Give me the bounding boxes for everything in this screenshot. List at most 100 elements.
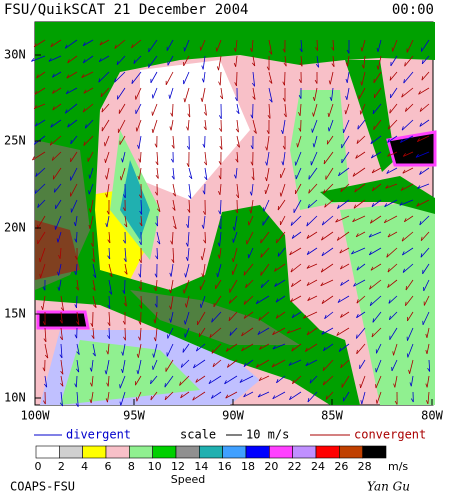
wind-vector [243,391,254,398]
wind-vector-head [312,143,315,148]
wind-vector [108,279,113,295]
wind-vector [385,183,398,189]
wind-vector-head [427,367,431,372]
wind-vector-head [352,172,356,177]
wind-vector [389,71,398,81]
wind-vector [180,359,190,368]
wind-vector [376,343,382,354]
wind-vector [225,391,238,399]
wind-vector-head [92,352,96,357]
wind-vector [122,359,126,373]
wind-vector [402,263,414,273]
wind-vector [50,119,62,128]
wind-vector [184,87,190,103]
wind-vector-head [136,370,139,375]
wind-vector-head [250,47,253,52]
wind-vector-head [154,287,157,292]
wind-vector [257,327,270,335]
colorbar-box [362,445,387,459]
wind-vector-head [122,320,126,325]
wind-vector [107,375,110,387]
wind-vector-head [320,268,324,273]
wind-vector [387,135,398,143]
wind-vector [153,343,158,358]
wind-vector-head [201,65,204,70]
wind-vector [316,55,320,68]
wind-vector-head [308,189,310,194]
wind-vector-head [245,283,248,288]
wind-vector [150,391,158,401]
wind-vector-head [272,395,276,400]
wind-vector [295,167,302,180]
wind-vector-head [356,266,359,271]
wind-vector-head [292,379,295,384]
wind-vector [140,263,142,278]
wind-vector [65,39,78,49]
wind-vector [305,359,318,367]
lat-label: 10N [4,391,26,405]
wind-vector [211,391,222,399]
wind-vector-head [107,304,111,309]
wind-vector-head [171,175,175,180]
wind-vector-head [83,141,86,146]
wind-vector [66,87,78,95]
wind-vector [401,87,414,98]
wind-vector-head [169,272,172,277]
wind-vector [148,39,158,53]
wind-vector-head [98,78,101,83]
wind-vector [356,295,366,304]
wind-vector-head [323,347,326,351]
wind-vector-head [201,273,204,278]
wind-vector [290,263,302,273]
wind-vector-head [218,160,222,165]
wind-vector [311,119,318,133]
wind-vector-head [150,396,152,401]
wind-vector [260,231,270,244]
wind-vector-head [338,172,341,177]
wind-vector-head [155,255,158,260]
wind-vector-head [231,257,234,263]
wind-vector [65,103,78,114]
wind-vector [272,343,286,350]
wind-vector-head [232,238,234,243]
wind-vector [124,215,128,228]
wind-vector [323,343,334,352]
wind-vector-head [282,81,285,86]
wind-vector [55,199,62,209]
wind-vector [51,151,62,161]
wind-vector [187,119,190,131]
wind-vector [428,359,431,372]
wind-vector [291,231,302,239]
wind-vector-head [303,314,307,319]
wind-vector [188,103,191,118]
wind-vector-head [234,97,238,102]
wind-vector-head [329,96,332,101]
wind-vector-head [243,271,246,276]
wind-vector [34,135,46,145]
wind-vector [340,311,350,318]
wind-vector-head [156,240,161,245]
wind-vector [274,263,286,272]
wind-vector [325,391,334,400]
wind-vector [200,39,206,51]
wind-vector [170,311,174,323]
wind-vector-head [291,234,295,239]
wind-vector [390,55,398,67]
wind-vector-head [42,400,46,405]
wind-vector [257,391,270,398]
wind-vector-head [107,255,111,260]
wind-vector-head [186,126,189,131]
lat-label: 30N [4,48,26,62]
wind-vector-head [260,239,262,244]
wind-vector-head [74,238,77,243]
wind-vector-head [320,282,324,287]
wind-vector [291,311,302,319]
colorbar-tick-label: 6 [105,460,112,473]
wind-vector-head [152,353,155,358]
wind-vector [305,343,318,352]
wind-vector [373,87,382,99]
wind-vector-head [298,94,302,99]
wind-vector [340,263,350,270]
wind-vector-head [289,251,292,256]
wind-vector-head [387,268,390,273]
